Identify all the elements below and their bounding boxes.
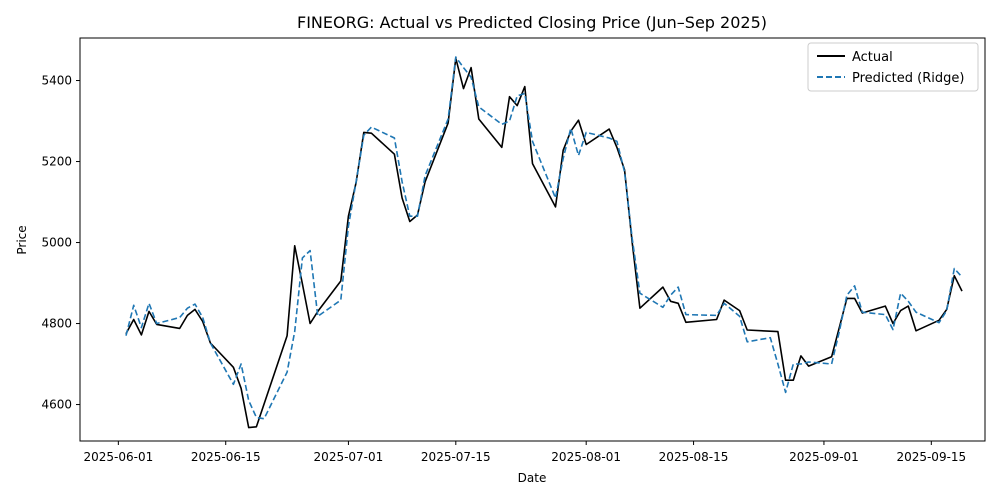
series-line-actual — [125, 57, 963, 429]
y-tick-label: 4600 — [41, 398, 72, 412]
y-axis-label: Price — [15, 225, 29, 254]
plot-frame — [79, 37, 986, 442]
x-tick-label: 2025-06-15 — [191, 450, 261, 464]
x-tick-label: 2025-09-01 — [789, 450, 859, 464]
x-tick-label: 2025-08-15 — [659, 450, 729, 464]
chart-title: FINEORG: Actual vs Predicted Closing Pri… — [297, 13, 767, 32]
legend-label-predicted: Predicted (Ridge) — [852, 71, 964, 86]
plot-area — [125, 56, 963, 429]
y-tick-label: 5400 — [41, 74, 72, 88]
series-line-predicted — [125, 56, 963, 420]
x-tick-label: 2025-09-15 — [896, 450, 966, 464]
y-axis: 4600 4800 5000 5200 5400 — [41, 74, 80, 412]
legend: Actual Predicted (Ridge) — [807, 42, 979, 92]
x-tick-label: 2025-07-01 — [314, 450, 384, 464]
x-tick-label: 2025-07-15 — [421, 450, 491, 464]
x-axis-label: Date — [518, 471, 547, 485]
x-axis: 2025-06-01 2025-06-15 2025-07-01 2025-07-15… — [83, 441, 966, 464]
y-tick-label: 4800 — [41, 317, 72, 331]
legend-box — [807, 42, 979, 92]
y-tick-label: 5200 — [41, 155, 72, 169]
x-tick-label: 2025-06-01 — [83, 450, 153, 464]
y-tick-label: 5000 — [41, 236, 72, 250]
x-tick-label: 2025-08-01 — [551, 450, 621, 464]
legend-label-actual: Actual — [852, 50, 893, 65]
